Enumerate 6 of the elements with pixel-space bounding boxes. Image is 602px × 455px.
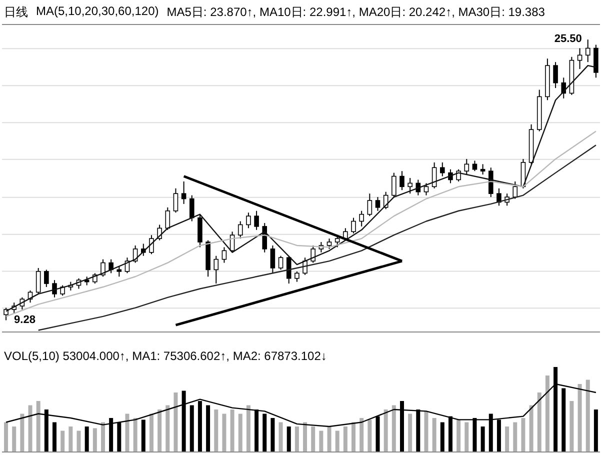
- text: MA(5,10,20,30,60,120): [36, 4, 159, 20]
- annotation: 9.28: [14, 314, 36, 326]
- text: MA5日: 23.870↑, MA10日: 22.991↑, MA20日: 20.242↑, MA30日: 19.383: [166, 4, 545, 21]
- annotation: 25.50: [554, 32, 582, 45]
- text: VOL(5,10) 53004.000↑, MA1: 75306.602↑, MA2: 67873.102↓: [4, 349, 327, 363]
- chart-title: 日线: [4, 4, 28, 21]
